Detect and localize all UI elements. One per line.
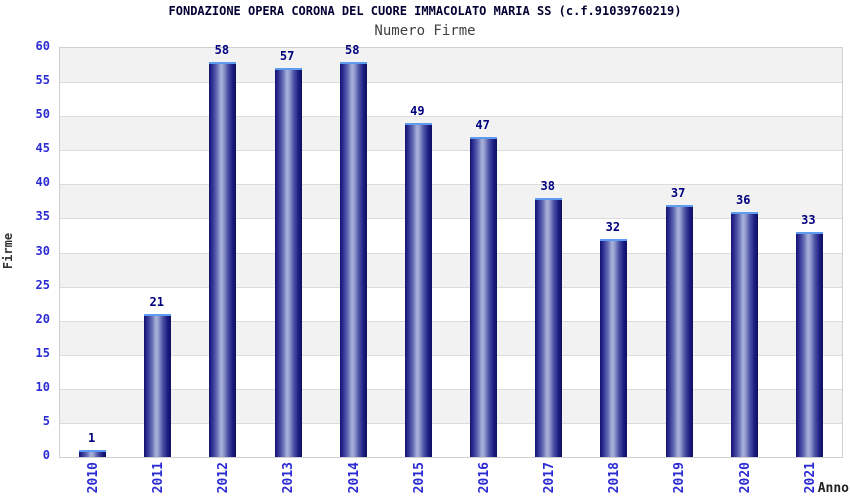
bar-2021 [795,232,823,457]
bar-value-label: 32 [605,219,621,234]
x-tick-label-text: 2017 [542,462,558,494]
x-tick-label-text: 2016 [476,462,492,494]
x-tick-label-text: 2021 [802,462,818,494]
bar-value-label: 49 [410,103,425,118]
plot-band [60,150,842,185]
y-tick-label: 30 [35,243,50,258]
bar-value-label: 21 [149,294,164,309]
bar-2020 [730,211,758,457]
x-tick-label: 2020 [723,462,763,504]
bar-value-label: 58 [345,42,360,57]
bar-value-label: 36 [736,192,751,207]
bar-value-label: 38 [540,178,555,193]
x-tick-label-text: 2020 [737,462,753,494]
bar-2011 [144,313,172,457]
bar-value-label: 57 [279,49,295,64]
x-tick-label: 2016 [463,462,503,504]
bar-2012 [209,61,237,457]
y-tick-label: 60 [35,39,50,53]
x-tick-label-text: 2013 [281,462,297,494]
x-tick-label-text: 2010 [85,462,101,494]
x-tick-label: 2010 [72,462,112,504]
x-tick-label: 2018 [593,462,633,504]
bar-value-label: 33 [801,213,816,228]
y-tick-label: 0 [42,448,50,462]
x-tick-label-text: 2018 [607,462,623,494]
x-tick-label-text: 2014 [346,462,362,494]
bar-value-label: 37 [670,185,686,200]
y-tick-label: 55 [35,73,50,88]
plot-band [60,218,842,253]
x-tick-label: 2012 [202,462,242,504]
plot-band [60,354,842,389]
bar-2016 [470,136,498,457]
plot-band [60,320,842,355]
x-tick-label-text: 2011 [151,462,167,494]
plot-band [60,116,842,151]
bar-value-label: 47 [475,117,490,132]
plot-band [60,388,842,423]
y-tick-label: 40 [35,175,50,190]
y-tick-label: 20 [35,311,50,326]
plot-band [60,184,842,219]
x-tick-label: 2015 [397,462,437,504]
x-tick-label: 2011 [137,462,177,504]
bar-2019 [665,204,693,457]
bar-2015 [404,122,432,457]
plot-area [59,47,843,458]
bar-value-label: 58 [214,42,230,57]
y-tick-label: 5 [42,413,50,428]
y-tick-label: 10 [35,379,50,394]
y-tick-label: 35 [35,209,50,224]
plot-band [60,252,842,287]
x-tick-label: 2014 [332,462,372,504]
plot-band [60,82,842,117]
bar-2017 [535,197,563,457]
chart-title: FONDAZIONE OPERA CORONA DEL CUORE IMMACO… [168,4,682,18]
x-tick-label-text: 2012 [216,462,232,494]
bar-value-label: 1 [87,431,96,446]
y-tick-label: 50 [35,107,50,122]
bar-2018 [600,238,628,457]
plot-band [60,48,842,83]
plot-band [60,286,842,321]
x-tick-label: 2017 [528,462,568,504]
bar-2013 [274,68,302,457]
y-tick-label: 15 [35,345,50,360]
x-axis-label: Anno [817,481,849,496]
x-tick-label-text: 2019 [672,462,688,494]
plot-band [60,422,842,457]
x-tick-label: 2013 [267,462,307,504]
bar-2010 [79,450,107,457]
x-tick-label-text: 2015 [411,462,427,494]
bar-2014 [339,61,367,457]
y-tick-label: 45 [35,141,50,156]
y-tick-label: 25 [35,277,50,292]
chart-subtitle: Numero Firme [374,23,476,39]
x-tick-label: 2019 [658,462,698,504]
